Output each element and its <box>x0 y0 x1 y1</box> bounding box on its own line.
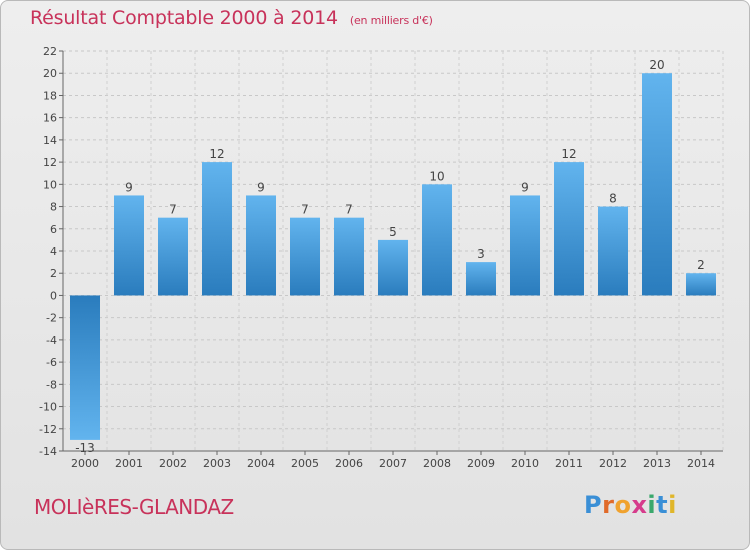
y-tick-label: 6 <box>50 223 57 236</box>
bar <box>202 162 232 296</box>
logo-letter: i <box>668 491 677 519</box>
y-tick-label: -12 <box>39 423 57 436</box>
data-label: 5 <box>389 225 397 239</box>
bar <box>246 195 276 296</box>
bar <box>686 273 716 296</box>
bar <box>114 195 144 296</box>
logo-letter: o <box>614 491 632 519</box>
y-tick-label: 4 <box>50 245 57 258</box>
x-tick-label: 2014 <box>687 457 715 470</box>
x-tick-label: 2001 <box>115 457 143 470</box>
data-label: 8 <box>609 192 617 206</box>
y-tick-label: -14 <box>39 445 57 458</box>
data-label: 7 <box>301 203 309 217</box>
bar <box>334 217 364 296</box>
x-tick-label: 2006 <box>335 457 363 470</box>
logo-letter: x <box>631 491 648 519</box>
x-tick-label: 2010 <box>511 457 539 470</box>
x-tick-label: 2009 <box>467 457 495 470</box>
chart-title-text: Résultat Comptable 2000 à 2014 <box>30 7 338 29</box>
x-tick-label: 2003 <box>203 457 231 470</box>
data-label: 3 <box>477 247 485 261</box>
y-tick-label: 22 <box>43 45 57 58</box>
logo-letter: t <box>656 491 669 519</box>
y-tick-label: -6 <box>46 356 57 369</box>
data-label: 9 <box>257 180 265 194</box>
data-label: 12 <box>561 147 576 161</box>
bar <box>510 195 540 296</box>
data-label: 7 <box>169 203 177 217</box>
y-tick-label: 18 <box>43 89 57 102</box>
y-tick-label: 2 <box>50 267 57 280</box>
bar <box>378 239 408 296</box>
bar <box>466 262 496 296</box>
y-tick-label: 16 <box>43 112 57 125</box>
y-tick-label: -4 <box>46 334 57 347</box>
x-tick-label: 2011 <box>555 457 583 470</box>
commune-name: MOLIèRES-GLANDAZ <box>34 495 234 519</box>
data-label: 9 <box>125 180 133 194</box>
bar <box>642 73 672 296</box>
y-tick-label: -8 <box>46 378 57 391</box>
data-label: 2 <box>697 258 705 272</box>
y-tick-label: 12 <box>43 156 57 169</box>
x-tick-label: 2000 <box>71 457 99 470</box>
x-tick-label: 2007 <box>379 457 407 470</box>
y-tick-label: 14 <box>43 134 57 147</box>
y-tick-label: -2 <box>46 312 57 325</box>
data-label: 9 <box>521 180 529 194</box>
x-tick-label: 2002 <box>159 457 187 470</box>
bar <box>554 162 584 296</box>
x-tick-label: 2012 <box>599 457 627 470</box>
y-tick-label: -10 <box>39 401 57 414</box>
y-tick-label: 0 <box>50 289 57 302</box>
chart-unit: (en milliers d'€) <box>349 14 433 27</box>
x-tick-label: 2004 <box>247 457 275 470</box>
chart-title: Résultat Comptable 2000 à 2014 (en millie… <box>30 7 433 29</box>
logo-letter: r <box>602 491 615 519</box>
data-label: 10 <box>429 169 444 183</box>
proxiti-logo: Proxiti <box>584 491 677 519</box>
x-tick-label: 2005 <box>291 457 319 470</box>
bar <box>70 295 100 440</box>
y-tick-label: 10 <box>43 178 57 191</box>
y-tick-label: 8 <box>50 201 57 214</box>
y-tick-label: 20 <box>43 67 57 80</box>
data-label: 12 <box>209 147 224 161</box>
x-tick-label: 2008 <box>423 457 451 470</box>
data-label: -13 <box>75 441 95 455</box>
x-tick-label: 2013 <box>643 457 671 470</box>
logo-letter: i <box>647 491 657 519</box>
bar <box>158 217 188 296</box>
data-label: 20 <box>649 58 664 72</box>
logo-letter: P <box>584 491 603 519</box>
bar <box>598 206 628 296</box>
data-label: 7 <box>345 203 353 217</box>
bar <box>422 184 452 296</box>
bar <box>290 217 320 296</box>
